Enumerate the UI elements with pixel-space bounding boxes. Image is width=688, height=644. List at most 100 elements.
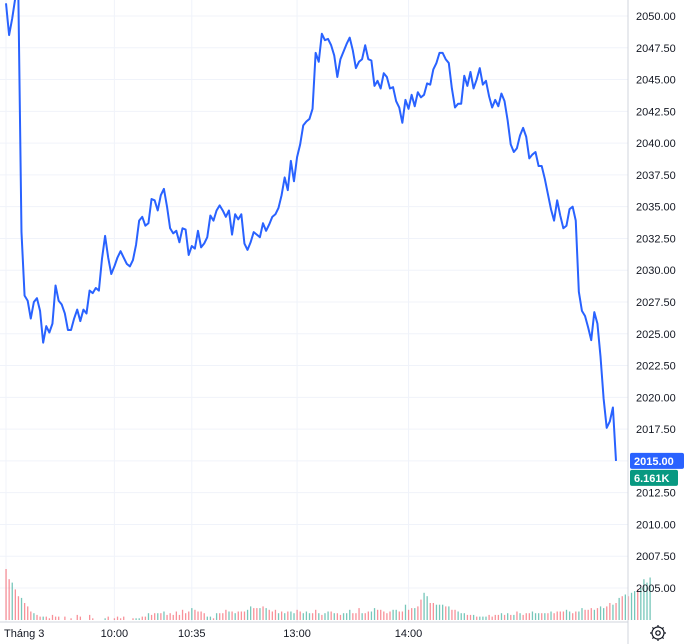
volume-bar [441, 604, 444, 620]
volume-bar [30, 611, 32, 620]
volume-bar [587, 609, 589, 620]
volume-bar [147, 613, 150, 620]
volume-bar [287, 611, 289, 620]
volume-bar [123, 616, 125, 620]
volume-bar [181, 609, 184, 620]
volume-bar [268, 609, 270, 620]
x-tick-label: 10:35 [178, 628, 206, 640]
volume-bar [333, 613, 335, 620]
volume-bar [280, 611, 283, 620]
y-tick-label: 2017.50 [636, 424, 676, 436]
volume-bar [296, 609, 298, 620]
volume-bar [23, 603, 26, 620]
y-tick-label: 2027.50 [636, 297, 676, 309]
volume-bar [572, 613, 574, 620]
volume-bar [184, 613, 187, 620]
volume-bar [163, 611, 165, 620]
volume-bar [503, 614, 506, 620]
volume-bar [544, 613, 546, 620]
volume-bar [265, 608, 267, 620]
volume-bar [553, 613, 555, 620]
volume-bar [640, 587, 642, 620]
volume-bar [203, 613, 205, 620]
volume-bar [243, 611, 246, 620]
volume-bar [565, 609, 568, 620]
volume-bar [302, 613, 304, 620]
volume-bar [559, 611, 561, 620]
volume-bar [534, 613, 537, 620]
y-tick-label: 2045.00 [636, 75, 676, 87]
volume-bar [380, 609, 382, 620]
last-price-badge [630, 452, 684, 469]
volume-bar [361, 613, 363, 620]
volume-bar [603, 608, 605, 620]
volume-bar [42, 616, 44, 620]
volume-bar [339, 614, 342, 620]
volume-bar [315, 609, 317, 620]
volume-bar [197, 611, 199, 620]
x-tick-label: 13:00 [283, 628, 311, 640]
y-tick-label: 2007.50 [636, 551, 676, 563]
volume-bar [327, 611, 329, 620]
volume-bar [160, 613, 162, 620]
volume-bar [51, 614, 54, 620]
volume-bar [389, 611, 391, 620]
volume-bar [451, 609, 453, 620]
volume-bar [225, 609, 227, 620]
volume-label: 6.161K [634, 473, 670, 485]
volume-bar [138, 618, 140, 620]
volume-bar [519, 613, 521, 620]
volume-bar [253, 608, 255, 620]
volume-bar [104, 618, 106, 620]
volume-bar [17, 596, 20, 620]
volume-bar [14, 589, 16, 620]
volume-bar [135, 618, 137, 620]
volume-badge [630, 469, 678, 486]
volume-bar [575, 611, 577, 620]
volume-bar [488, 614, 490, 620]
volume-bar [637, 589, 639, 620]
volume-bar [305, 611, 308, 620]
volume-bar [621, 596, 623, 620]
y-tick-label: 2022.50 [636, 361, 676, 373]
x-axis: Tháng 3 10:00 10:35 13:00 14:00 [4, 628, 422, 640]
volume-bar [373, 608, 376, 620]
volume-bar [606, 606, 608, 620]
y-tick-label: 2010.00 [636, 519, 676, 531]
volume-bar [119, 618, 122, 620]
volume-bar [274, 609, 277, 620]
volume-bar [426, 596, 428, 620]
volume-bar [191, 608, 193, 620]
volume-bar [330, 611, 332, 620]
volume-bar [401, 611, 404, 620]
volume-bar [463, 613, 465, 620]
volume-bar [200, 611, 202, 620]
gear-icon[interactable] [650, 625, 666, 641]
volume-bar [414, 608, 416, 620]
volume-bar [70, 618, 72, 620]
volume-bar [510, 614, 512, 620]
volume-bar [215, 613, 218, 620]
volume-bar [435, 604, 438, 620]
volume-bar [324, 613, 326, 620]
y-tick-label: 2047.50 [636, 43, 676, 55]
volume-bar [364, 613, 366, 620]
y-axis: 2005.00 2007.50 2010.00 2012.50 2015.00 2017.… [636, 11, 676, 595]
y-tick-label: 2005.00 [636, 583, 676, 595]
volume-bar [618, 597, 620, 620]
volume-bar [209, 616, 212, 620]
volume-bar [593, 609, 596, 620]
volume-bar [612, 604, 614, 620]
value-badges: 2015.00 6.161K [630, 452, 684, 486]
volume-bar [448, 606, 450, 620]
x-tick-label: 10:00 [101, 628, 129, 640]
volume-bar [132, 618, 134, 620]
x-tick-label: 14:00 [395, 628, 423, 640]
y-tick-label: 2042.50 [636, 106, 676, 118]
volume-bar [206, 616, 208, 620]
volume-bar [113, 618, 116, 620]
volume-bar [150, 614, 153, 620]
volume-bar [578, 611, 580, 620]
volume-bar [342, 613, 345, 620]
